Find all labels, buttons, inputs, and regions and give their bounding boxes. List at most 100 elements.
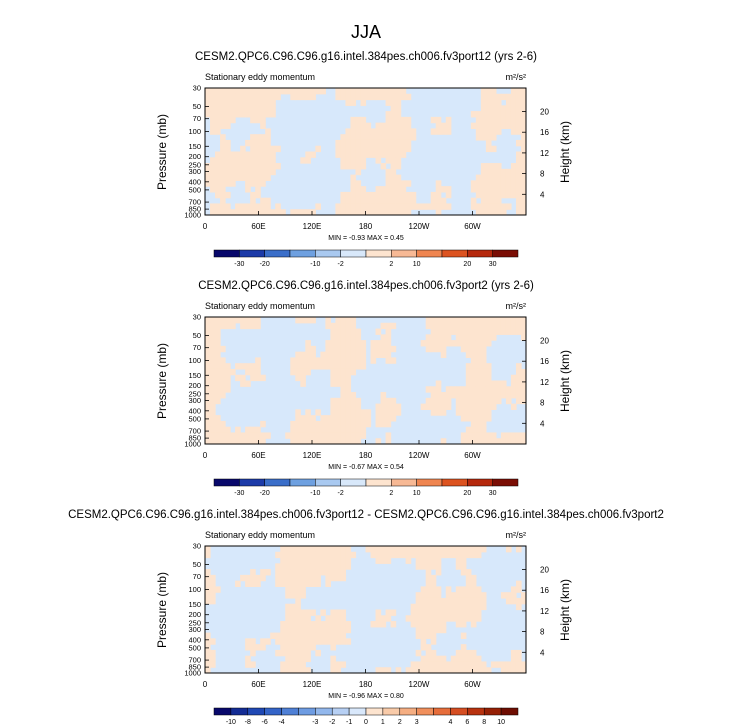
positive-cell — [375, 551, 382, 559]
positive-cell — [350, 145, 357, 153]
positive-cell — [300, 563, 306, 570]
positive-cell — [340, 632, 347, 639]
positive-cell — [410, 203, 417, 210]
positive-cell — [515, 151, 522, 158]
positive-cell — [205, 667, 211, 673]
positive-cell — [410, 551, 417, 559]
positive-cell — [245, 203, 251, 210]
positive-cell — [265, 174, 271, 181]
positive-cell — [425, 586, 432, 593]
positive-cell — [330, 340, 337, 347]
positive-cell — [505, 180, 512, 187]
positive-cell — [510, 322, 517, 330]
y-tick-label: 30 — [193, 84, 201, 93]
colorbar-tick-label: -10 — [226, 719, 236, 726]
positive-cell — [395, 667, 402, 673]
positive-cell — [385, 128, 392, 135]
positive-cell — [250, 197, 256, 205]
positive-cell — [240, 157, 246, 164]
positive-cell — [205, 597, 211, 605]
positive-cell — [205, 661, 211, 668]
positive-cell — [330, 328, 337, 335]
x-tick-label: 180 — [359, 451, 373, 460]
positive-cell — [280, 667, 286, 673]
positive-cell — [415, 632, 422, 639]
positive-cell — [320, 569, 326, 576]
positive-cell — [420, 563, 427, 570]
positive-cell — [330, 655, 337, 663]
positive-cell — [295, 632, 301, 639]
positive-cell — [435, 340, 442, 347]
positive-cell — [430, 615, 437, 622]
positive-cell — [405, 667, 412, 673]
positive-cell — [425, 322, 432, 330]
positive-cell — [210, 357, 216, 364]
positive-cell — [285, 592, 291, 599]
positive-cell — [515, 174, 522, 181]
positive-cell — [290, 557, 296, 564]
positive-cell — [340, 615, 347, 622]
positive-cell — [250, 174, 256, 181]
positive-cell — [300, 655, 306, 663]
positive-cell — [225, 151, 231, 158]
positive-cell — [410, 603, 417, 611]
positive-cell — [295, 580, 301, 588]
positive-cell — [380, 151, 387, 158]
positive-cell — [345, 638, 352, 645]
positive-cell — [480, 186, 487, 193]
positive-cell — [225, 426, 231, 434]
positive-cell — [340, 569, 347, 576]
positive-cell — [290, 586, 296, 593]
positive-cell — [420, 557, 427, 564]
positive-cell — [490, 134, 497, 141]
positive-cell — [480, 368, 487, 376]
positive-cell — [520, 661, 526, 668]
positive-cell — [215, 386, 221, 393]
positive-cell — [425, 592, 432, 599]
positive-cell — [470, 551, 477, 559]
positive-cell — [490, 209, 497, 215]
positive-cell — [295, 603, 301, 611]
positive-cell — [290, 368, 296, 376]
positive-cell — [215, 426, 221, 434]
positive-cell — [455, 322, 462, 330]
colorbar-swatch — [315, 478, 341, 487]
colorbar-tick-label: -6 — [262, 719, 268, 726]
positive-cell — [345, 163, 352, 170]
positive-cell — [315, 632, 321, 639]
positive-cell — [310, 151, 316, 158]
positive-cell — [350, 88, 357, 95]
positive-cell — [215, 151, 221, 158]
positive-cell — [310, 638, 316, 645]
positive-cell — [435, 317, 442, 324]
positive-cell — [340, 621, 347, 628]
positive-cell — [350, 203, 357, 210]
positive-cell — [450, 546, 457, 553]
positive-cell — [245, 168, 251, 176]
positive-cell — [520, 197, 526, 205]
positive-cell — [370, 191, 377, 199]
positive-cell — [255, 134, 261, 141]
positive-cell — [520, 163, 526, 170]
positive-cell — [390, 403, 397, 410]
positive-cell — [395, 93, 402, 101]
positive-cell — [415, 546, 422, 553]
positive-cell — [215, 111, 221, 118]
positive-cell — [355, 432, 362, 439]
positive-cell — [475, 615, 482, 622]
positive-cell — [390, 186, 397, 193]
positive-cell — [260, 163, 266, 170]
height-tick-label: 16 — [540, 586, 549, 595]
positive-cell — [465, 317, 472, 324]
positive-cell — [435, 609, 442, 616]
positive-cell — [335, 203, 342, 210]
positive-cell — [520, 105, 526, 112]
positive-cell — [325, 438, 331, 444]
positive-cell — [360, 203, 367, 210]
positive-cell — [320, 432, 326, 439]
positive-cell — [295, 93, 301, 101]
positive-cell — [440, 122, 447, 130]
positive-cell — [285, 632, 291, 639]
positive-cell — [290, 363, 296, 370]
positive-cell — [520, 667, 526, 673]
